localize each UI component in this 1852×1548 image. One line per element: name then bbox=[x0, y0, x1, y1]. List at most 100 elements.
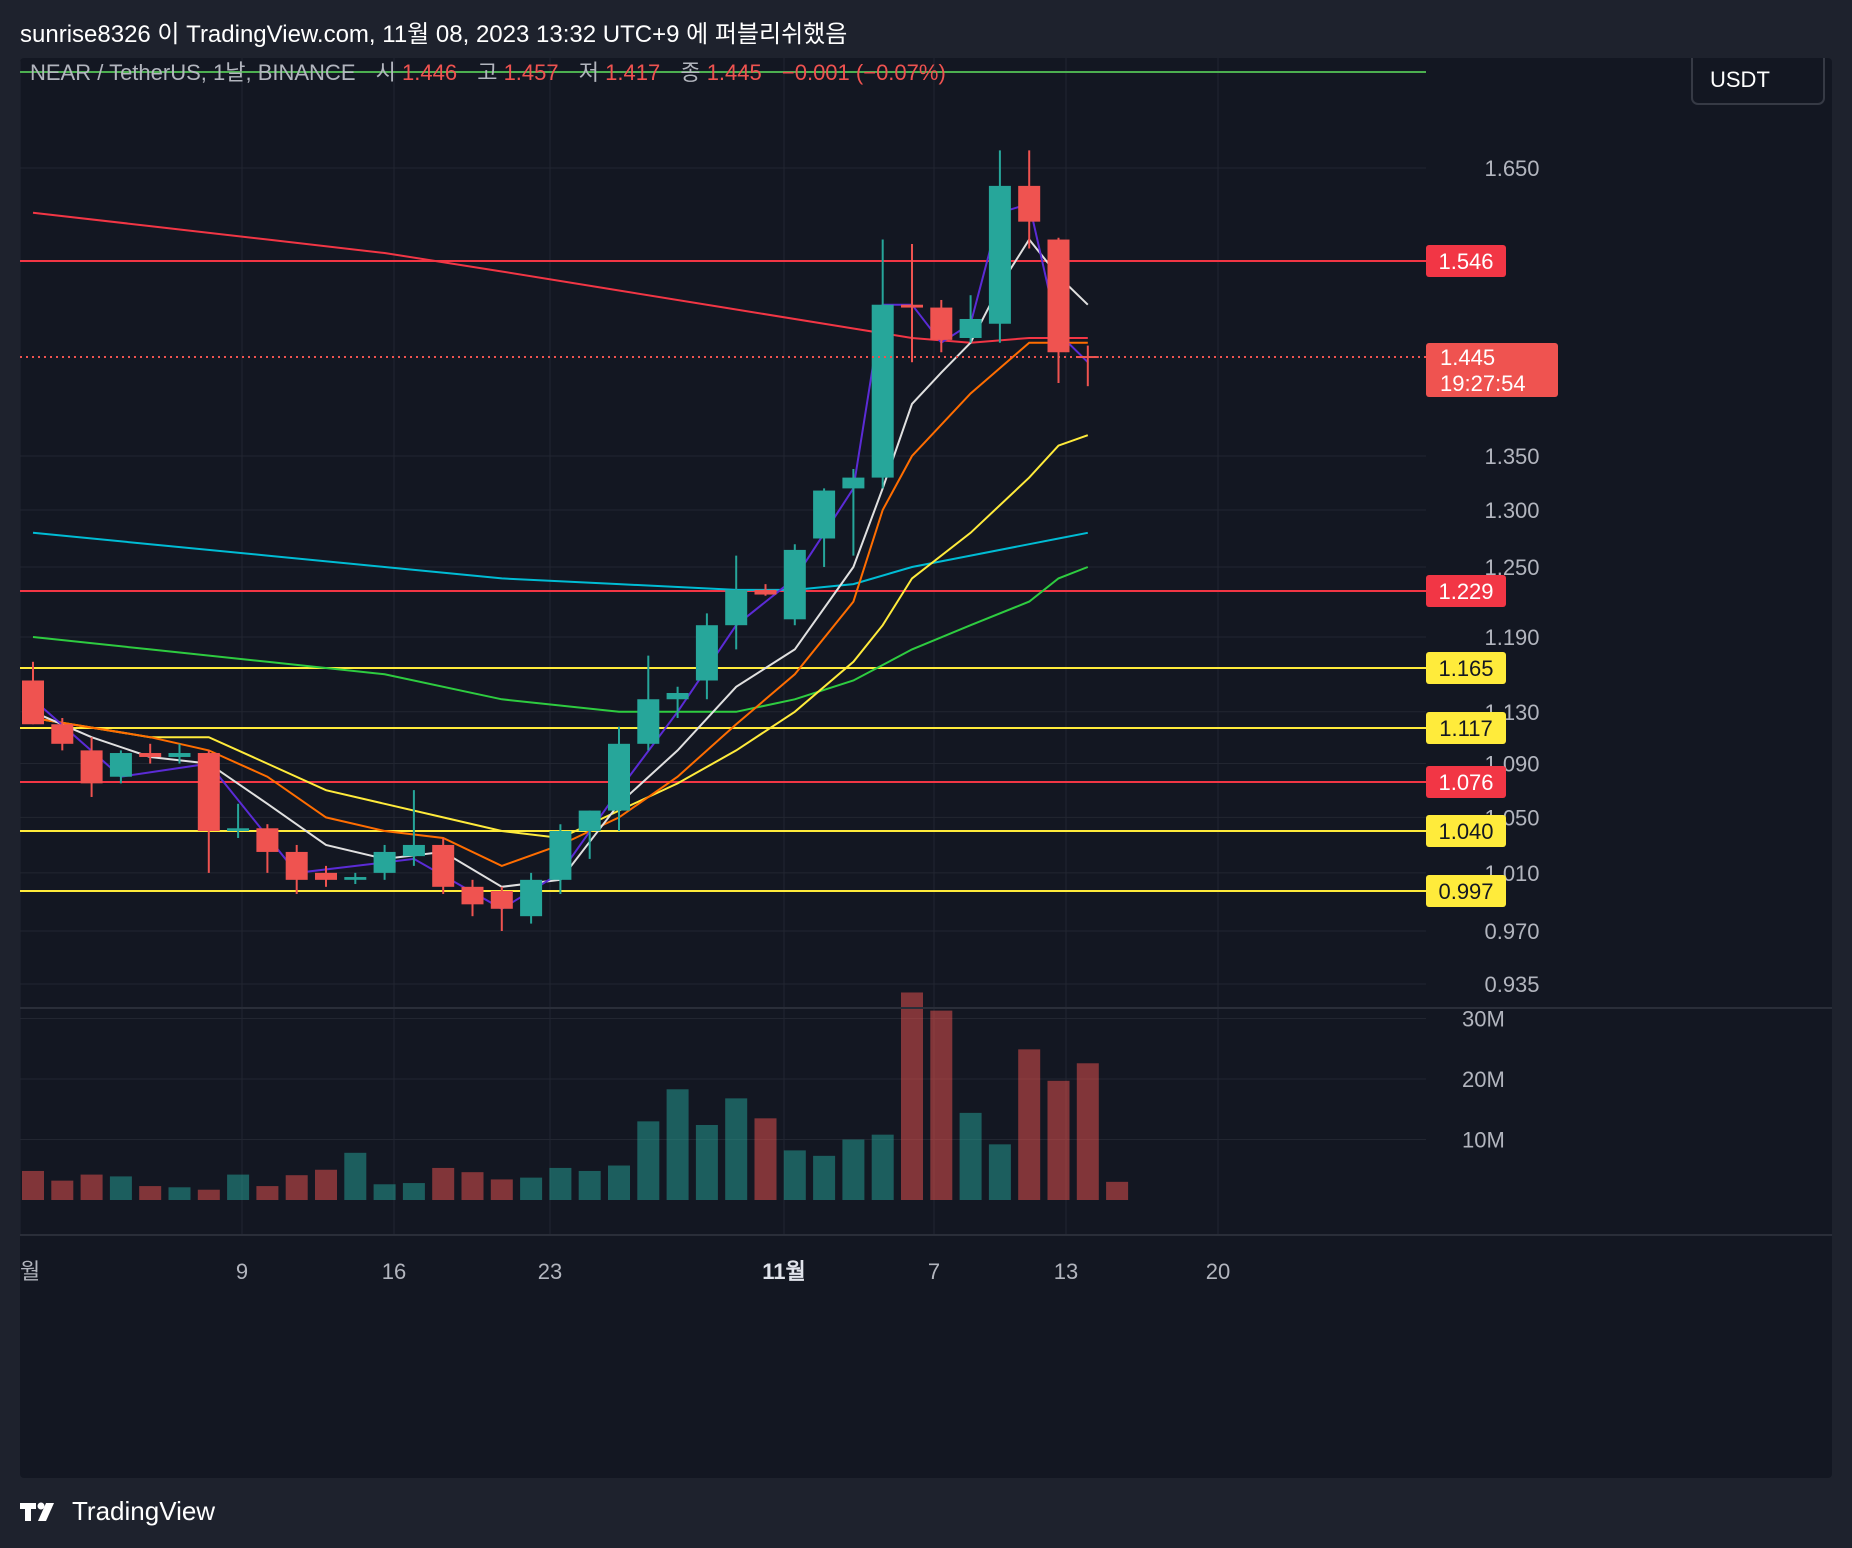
level-tag-label: 1.546 bbox=[1438, 249, 1493, 274]
volume-bar bbox=[1018, 1049, 1041, 1200]
currency-button[interactable]: USDT bbox=[1691, 58, 1825, 105]
moving-average-green bbox=[32, 566, 1089, 713]
price-tick-label: 1.190 bbox=[1484, 625, 1539, 650]
time-axis-ticks: 월 9 16 23 11월 7 13 20 bbox=[20, 1259, 1230, 1284]
candle-body bbox=[930, 307, 953, 340]
candle-body bbox=[901, 304, 923, 308]
moving-averages bbox=[32, 202, 1089, 910]
price-tick-label: 0.970 bbox=[1484, 919, 1539, 944]
candle-body bbox=[168, 753, 191, 757]
volume-bar bbox=[608, 1165, 630, 1200]
level-tag bbox=[1426, 875, 1506, 907]
volume-bar bbox=[344, 1152, 367, 1200]
level-tag-label: 1.117 bbox=[1439, 716, 1492, 741]
volume-bars bbox=[22, 992, 1129, 1200]
tradingview-logo[interactable]: TradingView bbox=[20, 1496, 215, 1527]
price-tick-label: 1.350 bbox=[1484, 444, 1539, 469]
volume-bar bbox=[695, 1124, 718, 1200]
tradingview-logo-icon bbox=[20, 1502, 54, 1521]
volume-bar bbox=[578, 1170, 601, 1200]
candle-body bbox=[842, 477, 865, 489]
time-tick-label: 7 bbox=[928, 1259, 940, 1284]
horizontal-levels bbox=[20, 71, 1426, 892]
candle-body bbox=[1076, 356, 1099, 359]
volume-bar bbox=[22, 1170, 44, 1200]
candle-body bbox=[637, 699, 660, 744]
volume-bar bbox=[402, 1183, 425, 1200]
candle-body bbox=[139, 753, 162, 757]
candle-body bbox=[783, 549, 806, 620]
candles bbox=[22, 150, 1099, 931]
volume-bar bbox=[1076, 1063, 1099, 1200]
time-tick-label: 13 bbox=[1054, 1259, 1078, 1284]
volume-bar bbox=[197, 1189, 220, 1200]
candle-body bbox=[373, 851, 396, 873]
volume-bar bbox=[549, 1167, 572, 1200]
volume-tick-label: 30M bbox=[1462, 1007, 1505, 1032]
publish-caption: sunrise8326 이 TradingView.com, 11월 08, 2… bbox=[20, 21, 848, 48]
level-tag bbox=[1426, 712, 1506, 744]
legend-open-value: 1.446 bbox=[402, 60, 457, 85]
candle-body bbox=[608, 743, 630, 811]
current-price-label: 1.445 bbox=[1440, 345, 1495, 370]
time-tick-label: 월 bbox=[20, 1259, 40, 1284]
level-tag bbox=[1426, 245, 1506, 277]
level-tag-label: 1.165 bbox=[1438, 656, 1493, 681]
level-tag-label: 1.040 bbox=[1438, 819, 1493, 844]
volume-bar bbox=[930, 1010, 953, 1200]
volume-bar bbox=[315, 1169, 337, 1200]
legend-low-value: 1.417 bbox=[605, 60, 660, 85]
candle-body bbox=[432, 844, 455, 887]
candle-body bbox=[256, 828, 279, 852]
candle-body bbox=[315, 872, 337, 880]
volume-grid-lines bbox=[20, 1018, 1426, 1140]
volume-tick-label: 20M bbox=[1462, 1067, 1505, 1092]
volume-bar bbox=[842, 1139, 865, 1200]
volume-bar bbox=[959, 1112, 982, 1200]
legend-high-label: 고 bbox=[477, 60, 497, 85]
time-tick-label: 16 bbox=[382, 1259, 406, 1284]
level-tag bbox=[1426, 766, 1506, 798]
brand-name: TradingView bbox=[72, 1496, 216, 1526]
price-tick-label: 1.300 bbox=[1484, 498, 1539, 523]
price-tick-label: 0.935 bbox=[1484, 972, 1539, 997]
candle-body bbox=[666, 693, 689, 700]
candle-body bbox=[51, 724, 74, 744]
candle-body bbox=[520, 879, 543, 917]
time-tick-label: 9 bbox=[236, 1259, 248, 1284]
moving-average-orange bbox=[32, 341, 1088, 867]
volume-bar bbox=[1106, 1181, 1129, 1200]
volume-bar bbox=[461, 1172, 484, 1200]
volume-bar bbox=[109, 1176, 132, 1200]
volume-bar bbox=[901, 992, 923, 1200]
volume-bar bbox=[227, 1174, 250, 1200]
level-tag bbox=[1426, 575, 1506, 607]
volume-bar bbox=[285, 1175, 308, 1200]
price-chart[interactable]: 1.6501.3501.3001.2501.1901.1301.0901.050… bbox=[20, 58, 1832, 1478]
moving-average-red bbox=[32, 211, 1088, 344]
candle-body bbox=[1018, 185, 1041, 222]
candle-body bbox=[285, 851, 308, 880]
current-price-tag: 1.445 19:27:54 bbox=[1426, 343, 1558, 397]
time-tick-label: 20 bbox=[1206, 1259, 1230, 1284]
candle-body bbox=[871, 304, 894, 478]
level-tags: 1.546 1.229 1.165 1.117 1.076 1.040 0.997 bbox=[1426, 245, 1506, 907]
candle-body bbox=[402, 844, 425, 857]
currency-label: USDT bbox=[1710, 67, 1770, 92]
chart-panel[interactable]: 1.650 1.350 1.300 1.250 1.190 1.130 1.090 1.050… bbox=[20, 58, 1832, 1478]
volume-bar bbox=[725, 1098, 748, 1200]
level-tag-label: 0.997 bbox=[1438, 879, 1493, 904]
candle-body bbox=[959, 318, 982, 338]
countdown-label: 19:27:54 bbox=[1440, 371, 1526, 396]
legend-low-label: 저 bbox=[579, 60, 599, 85]
volume-bar bbox=[988, 1144, 1011, 1200]
legend-close-value: 1.445 bbox=[707, 60, 762, 85]
legend-open-label: 시 bbox=[376, 60, 396, 85]
legend: NEAR / TetherUS, 1날, BINANCE 시 1.446 고 1… bbox=[30, 60, 946, 85]
candle-body bbox=[549, 831, 572, 880]
volume-bar bbox=[813, 1155, 836, 1200]
volume-bar bbox=[1047, 1080, 1070, 1200]
time-tick-label: 23 bbox=[538, 1259, 562, 1284]
legend-symbol: NEAR / TetherUS, 1날, BINANCE bbox=[30, 60, 356, 85]
volume-bar bbox=[432, 1167, 455, 1200]
